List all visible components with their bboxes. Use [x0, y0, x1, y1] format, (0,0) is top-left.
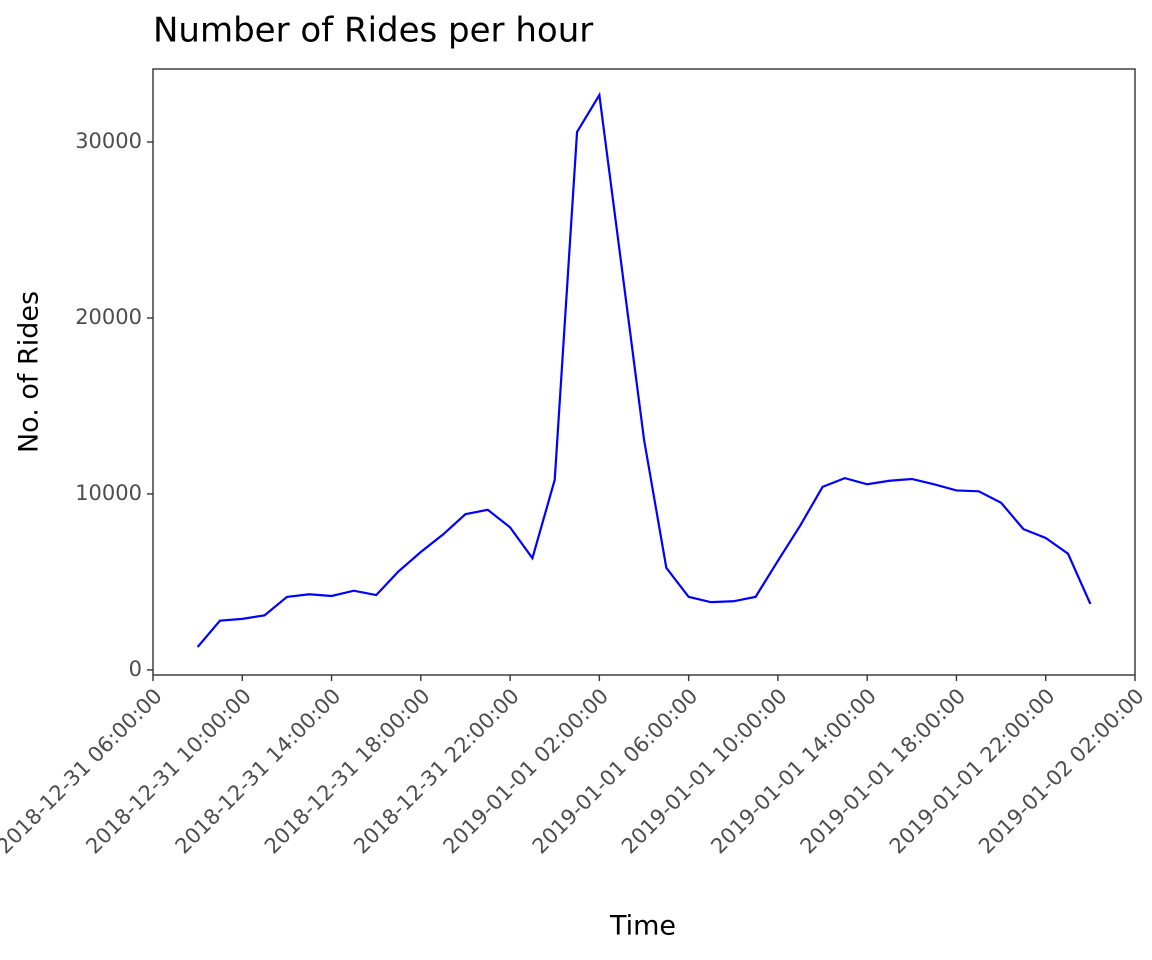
x-tick-label: 2019-01-01 10:00:00	[617, 684, 792, 859]
x-tick-label: 2018-12-31 18:00:00	[260, 684, 435, 859]
line	[196, 91, 1092, 648]
x-tick-label: 2019-01-01 22:00:00	[885, 684, 1060, 859]
x-tick-label: 2018-12-31 06:00:00	[0, 684, 167, 859]
x-tick-label: 2019-01-01 18:00:00	[796, 684, 971, 859]
x-tick-label: 2019-01-02 02:00:00	[974, 684, 1149, 859]
y-tick-label: 30000	[75, 129, 142, 153]
x-axis-title: Time	[609, 911, 676, 942]
y-axis-title: No. of Rides	[14, 291, 45, 453]
y-tick-label: 0	[129, 657, 142, 681]
x-tick-label: 2018-12-31 14:00:00	[171, 684, 346, 859]
y-tick-label: 10000	[75, 481, 142, 505]
x-tick-label: 2019-01-01 06:00:00	[528, 684, 703, 859]
panel-border	[152, 68, 1136, 676]
x-tick-label: 2018-12-31 10:00:00	[81, 684, 256, 859]
y-tick-label: 20000	[75, 305, 142, 329]
x-tick-label: 2018-12-31 22:00:00	[349, 684, 524, 859]
x-tick-label: 2019-01-01 14:00:00	[706, 684, 881, 859]
x-tick-label: 2019-01-01 02:00:00	[438, 684, 613, 859]
chart-title: Number of Rides per hour	[153, 11, 593, 51]
